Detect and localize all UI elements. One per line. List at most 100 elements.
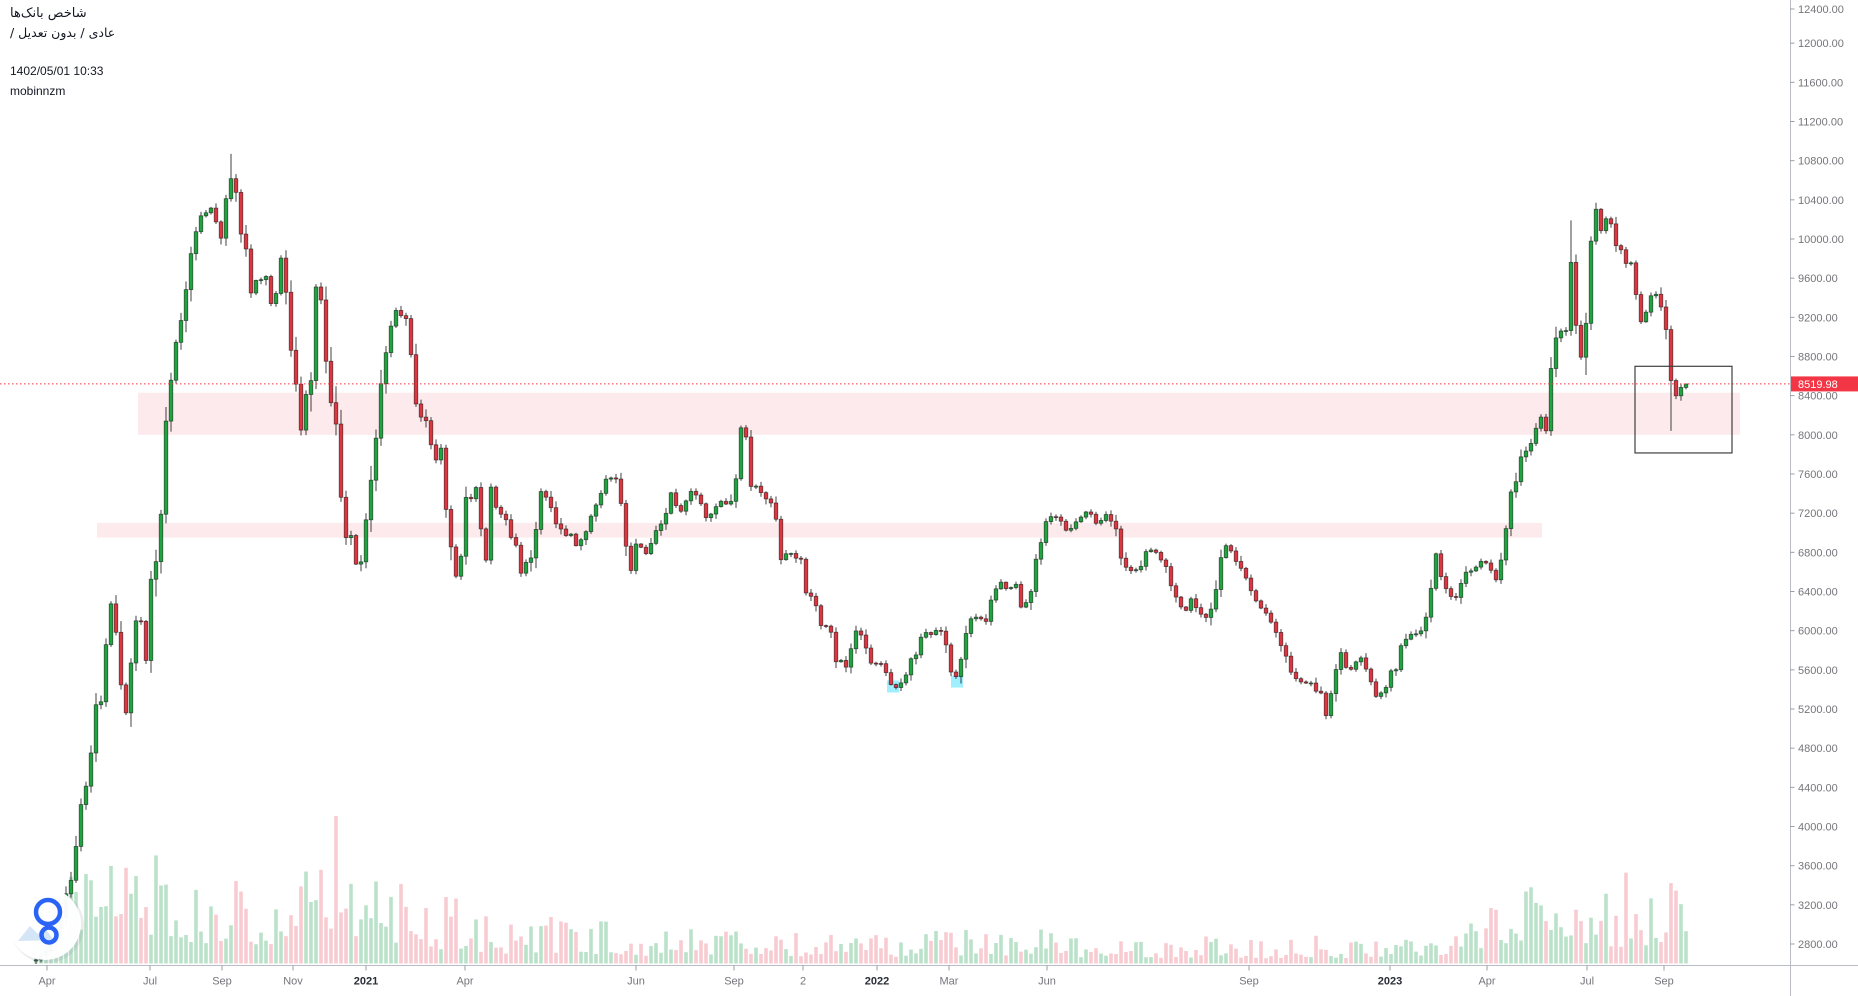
- volume-bar: [1459, 946, 1463, 964]
- volume-bar: [789, 955, 793, 964]
- candle: [353, 535, 359, 565]
- candle: [448, 509, 454, 548]
- volume-bar: [104, 906, 108, 964]
- candle: [818, 605, 824, 626]
- candle: [788, 553, 794, 555]
- volume-bar: [1144, 957, 1148, 964]
- volume-bar: [1329, 956, 1333, 964]
- volume-bar: [1289, 939, 1293, 964]
- volume-bar: [169, 936, 173, 964]
- volume-bar: [1429, 943, 1433, 964]
- candle: [1398, 645, 1404, 671]
- broker-logo[interactable]: [9, 888, 84, 963]
- time-tick-label: Sep: [724, 976, 744, 988]
- volume-bar: [1159, 957, 1163, 964]
- time-axis[interactable]: Apr Jul Sep Nov 2021 Apr Jun Sep 2 2022 Mar Jun Sep 2…: [38, 965, 1674, 988]
- volume-bar: [439, 949, 443, 964]
- volume-bar: [524, 944, 528, 964]
- candle: [1418, 630, 1424, 635]
- candle: [778, 518, 784, 561]
- candle: [563, 528, 569, 536]
- candle: [843, 659, 849, 668]
- volume-bar: [124, 867, 128, 964]
- volume-bar: [574, 931, 578, 964]
- candle: [343, 496, 349, 539]
- candle: [1103, 514, 1109, 521]
- volume-bar: [1324, 949, 1328, 964]
- volume-bar: [259, 932, 263, 964]
- candle: [198, 215, 204, 233]
- volume-bar: [1404, 939, 1408, 964]
- volume-bar: [1354, 941, 1358, 964]
- candle: [1193, 598, 1199, 609]
- volume-bar: [1234, 948, 1238, 964]
- volume-bar: [819, 954, 823, 964]
- candle: [558, 523, 564, 530]
- candle: [68, 879, 74, 895]
- volume-bar: [164, 884, 168, 964]
- volume-bar: [959, 955, 963, 964]
- volume-bar: [1419, 955, 1423, 964]
- price-tick-label: 6400.00: [1798, 587, 1838, 599]
- volume-bar: [289, 915, 293, 964]
- candle: [143, 620, 149, 661]
- candle: [938, 629, 944, 632]
- volume-bar: [1174, 956, 1178, 964]
- candle: [1148, 549, 1154, 553]
- price-axis[interactable]: 12400.00 12000.00 11600.00 11200.00 10800.00…: [1790, 4, 1844, 951]
- candle: [298, 383, 304, 431]
- candle: [1538, 416, 1544, 429]
- volume-bar: [1349, 942, 1353, 964]
- symbol-title[interactable]: شاخص بانک‌ها: [10, 6, 87, 21]
- price-tick-label: 4400.00: [1798, 782, 1838, 794]
- candle: [128, 662, 134, 714]
- logo-loop-bottom: [39, 925, 59, 945]
- volume-bar: [219, 940, 223, 964]
- candle: [763, 492, 769, 500]
- candle: [93, 704, 99, 754]
- candle: [1008, 587, 1014, 589]
- drawing-rectangle[interactable]: [1634, 365, 1733, 454]
- volume-bar: [404, 906, 408, 964]
- candle: [833, 631, 839, 663]
- candle: [1543, 416, 1549, 432]
- volume-bar: [1239, 957, 1243, 964]
- author-watermark: mobinnzm: [10, 84, 66, 98]
- volume-bar: [1049, 933, 1053, 964]
- supply-demand-zone[interactable]: [138, 392, 1740, 435]
- candle: [1093, 513, 1099, 524]
- volume-bar: [1454, 936, 1458, 964]
- volume-bar: [1389, 954, 1393, 964]
- volume-bar: [394, 942, 398, 964]
- volume-bar: [1384, 948, 1388, 964]
- candle: [1338, 652, 1344, 670]
- candle: [313, 286, 319, 382]
- candle: [598, 492, 604, 506]
- candle: [1608, 218, 1614, 225]
- candle: [1218, 557, 1224, 590]
- volume-bar: [1524, 891, 1528, 964]
- candle: [438, 447, 444, 461]
- volume-bar: [489, 942, 493, 964]
- volume-bar: [529, 926, 533, 964]
- volume-bar: [389, 896, 393, 964]
- candle: [233, 178, 239, 193]
- candle: [183, 289, 189, 321]
- supply-demand-zone[interactable]: [97, 522, 1542, 538]
- volume-bar: [954, 947, 958, 964]
- candle: [1273, 621, 1279, 633]
- volume-bar: [464, 945, 468, 964]
- candle: [953, 671, 959, 678]
- candle: [1633, 262, 1639, 295]
- volume-bar: [1319, 949, 1323, 964]
- candle: [853, 630, 859, 650]
- volume-bar: [744, 948, 748, 964]
- time-tick-label: 2023: [1378, 976, 1402, 988]
- volume-bar: [349, 883, 353, 964]
- volume-bar: [1659, 942, 1663, 964]
- volume-bar: [1259, 941, 1263, 964]
- volume-bar: [799, 956, 803, 964]
- candle: [1403, 638, 1409, 647]
- candle: [1308, 682, 1314, 685]
